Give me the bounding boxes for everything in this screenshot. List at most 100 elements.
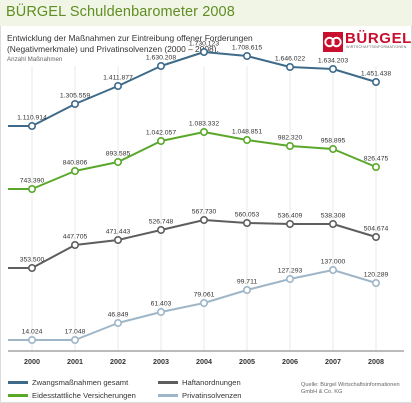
data-point <box>285 142 294 151</box>
x-tick-label: 2002 <box>110 357 126 366</box>
data-point <box>71 100 80 109</box>
data-point <box>27 122 36 131</box>
x-tick-label: 2007 <box>325 357 341 366</box>
data-point <box>328 65 337 74</box>
data-label: 1.305.559 <box>60 93 90 100</box>
legend-swatch <box>8 393 28 397</box>
data-point <box>27 263 36 272</box>
data-label: 471.443 <box>106 229 131 236</box>
legend-item-haftanordnungen: Haftanordnungen <box>158 378 241 388</box>
data-label: 893.585 <box>106 151 131 158</box>
data-label: 353.500 <box>20 257 45 264</box>
data-label: 1.048.851 <box>232 129 262 136</box>
data-point <box>200 47 209 56</box>
data-label: 567.730 <box>192 209 217 216</box>
legend-label: Haftanordnungen <box>182 378 241 387</box>
data-point <box>243 219 252 228</box>
data-point <box>371 78 380 87</box>
data-point <box>27 185 36 194</box>
data-point <box>157 226 166 235</box>
data-label: 61.403 <box>151 301 172 308</box>
data-point <box>71 335 80 344</box>
x-tick-label: 2001 <box>67 357 83 366</box>
data-label: 1.630.208 <box>146 55 176 62</box>
data-label: 526.748 <box>149 219 174 226</box>
data-label: 1.451.438 <box>361 71 391 78</box>
brand-mark-icon <box>323 32 343 52</box>
data-label: 1.634.203 <box>318 58 348 65</box>
data-point <box>114 82 123 91</box>
data-point <box>371 163 380 172</box>
x-tick-label: 2006 <box>282 357 298 366</box>
x-tick-label: 2003 <box>153 357 169 366</box>
data-point <box>71 167 80 176</box>
data-label: 743.390 <box>20 178 45 185</box>
data-point <box>114 158 123 167</box>
data-label: 538.308 <box>321 213 346 220</box>
data-point <box>200 216 209 225</box>
data-label: 840.806 <box>63 160 88 167</box>
y-axis-label: Anzahl Maßnahmen <box>7 56 63 63</box>
legend-label: Privatinsolvenzen <box>182 391 242 400</box>
brand-logo-block: BÜRGEL WIRTSCHAFTSINFORMATIONEN <box>323 30 411 53</box>
page-title: BÜRGEL Schuldenbarometer 2008 <box>6 4 235 20</box>
data-label: 46.849 <box>108 312 129 319</box>
chart-subtitle: Entwicklung der Maßnahmen zur Eintreibun… <box>7 33 253 54</box>
data-point <box>200 128 209 137</box>
data-point <box>371 278 380 287</box>
data-point <box>328 265 337 274</box>
legend-swatch <box>158 393 178 397</box>
data-label: 447.705 <box>63 234 88 241</box>
data-label: 127.293 <box>278 268 303 275</box>
data-label: 1.708.615 <box>232 45 262 52</box>
legend-label: Eidesstattliche Versicherungen <box>32 391 136 400</box>
data-label: 1.042.057 <box>146 130 176 137</box>
x-tick-label: 2005 <box>239 357 255 366</box>
data-point <box>285 62 294 71</box>
x-tick-label: 2004 <box>196 357 212 366</box>
data-label: 1.730.123 <box>189 41 219 48</box>
data-label: 982.320 <box>278 135 303 142</box>
data-label: 99.711 <box>237 279 258 286</box>
data-label: 1.646.022 <box>275 56 305 63</box>
data-label: 958.895 <box>321 138 346 145</box>
source-note: Quelle: Bürgel Wirtschaftsinformationen … <box>301 382 400 395</box>
legend-item-privatinsolvenzen: Privatinsolvenzen <box>158 391 242 401</box>
data-point <box>328 220 337 229</box>
data-label: 826.475 <box>364 156 389 163</box>
legend-item-eidesstattliche: Eidesstattliche Versicherungen <box>8 391 136 401</box>
data-point <box>371 233 380 242</box>
data-point <box>243 51 252 60</box>
data-point <box>27 335 36 344</box>
x-tick-label: 2000 <box>24 357 40 366</box>
data-point <box>243 136 252 145</box>
data-point <box>285 220 294 229</box>
data-label: 14.024 <box>22 329 43 336</box>
data-point <box>285 274 294 283</box>
data-label: 120.289 <box>364 272 389 279</box>
brand-tagline: WIRTSCHAFTSINFORMATIONEN <box>346 45 407 49</box>
data-point <box>114 318 123 327</box>
data-point <box>243 285 252 294</box>
legend-swatch <box>8 380 28 384</box>
data-label: 1.110.914 <box>17 115 47 122</box>
legend-swatch <box>158 380 178 384</box>
data-label: 137.000 <box>321 259 346 266</box>
legend: Zwangsmaßnahmen gesamt Eidesstattliche V… <box>0 374 412 402</box>
data-label: 17.048 <box>65 329 86 336</box>
data-label: 536.409 <box>278 213 303 220</box>
data-label: 1.083.332 <box>189 121 219 128</box>
data-label: 504.674 <box>364 226 389 233</box>
data-point <box>71 241 80 250</box>
data-point <box>200 298 209 307</box>
data-point <box>114 236 123 245</box>
data-label: 79.061 <box>194 292 215 299</box>
legend-label: Zwangsmaßnahmen gesamt <box>32 378 129 387</box>
data-label: 1.411.877 <box>103 75 133 82</box>
data-point <box>157 307 166 316</box>
brand-name: BÜRGEL <box>345 30 412 47</box>
data-point <box>157 61 166 70</box>
data-point <box>328 145 337 154</box>
